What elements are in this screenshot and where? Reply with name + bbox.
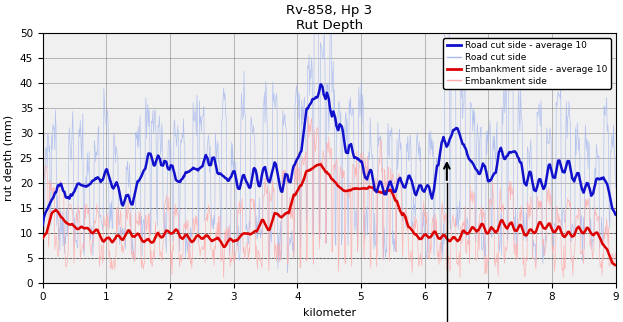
X-axis label: kilometer: kilometer bbox=[303, 308, 356, 318]
Title: Rv-858, Hp 3
Rut Depth: Rv-858, Hp 3 Rut Depth bbox=[286, 4, 372, 32]
Y-axis label: rut depth (mm): rut depth (mm) bbox=[4, 115, 14, 201]
Legend: Road cut side - average 10, Road cut side, Embankment side - average 10, Embankm: Road cut side - average 10, Road cut sid… bbox=[444, 38, 611, 89]
